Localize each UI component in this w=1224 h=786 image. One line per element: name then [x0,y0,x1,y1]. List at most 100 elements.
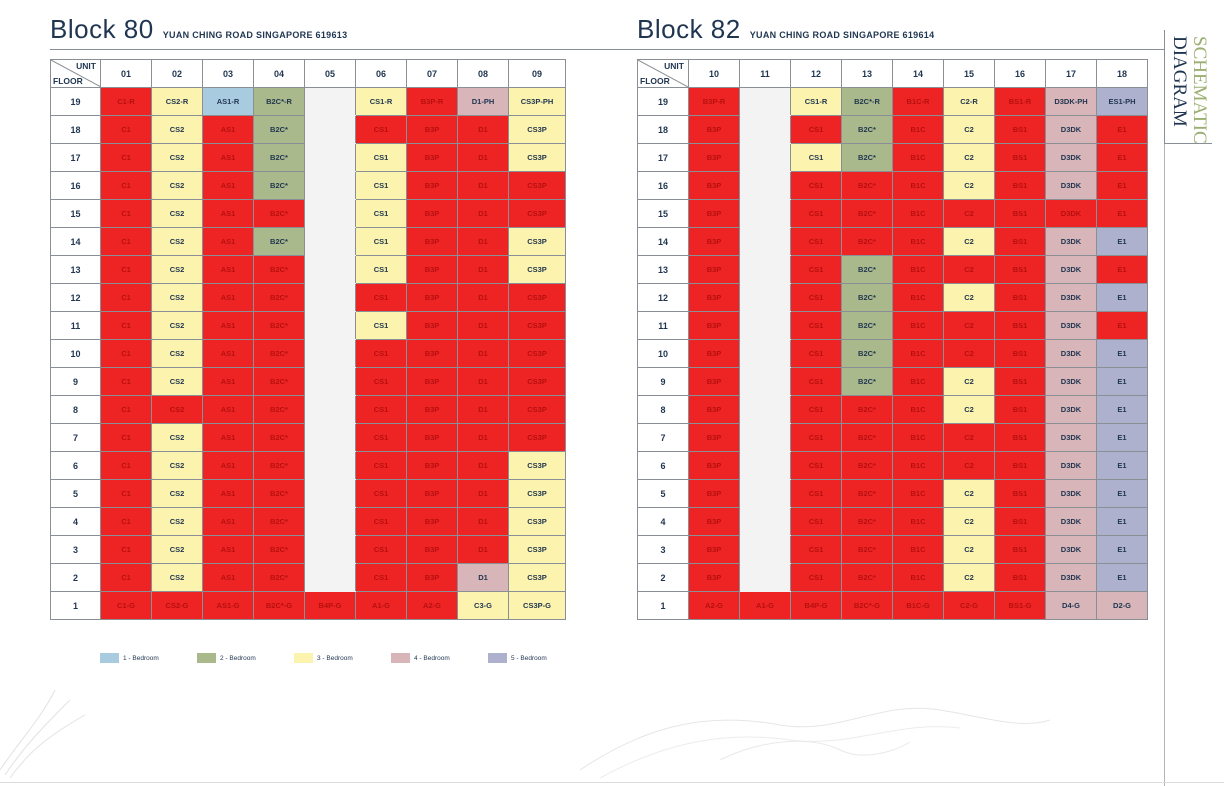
unit-cell-available[interactable]: D3DK [1045,535,1097,564]
unit-cell-available[interactable]: CS3P [508,563,566,592]
unit-cell-available[interactable]: D3DK [1045,451,1097,480]
unit-cell-sold[interactable]: B3P [688,563,740,592]
unit-cell-available[interactable]: E1 [1096,563,1148,592]
unit-cell-sold[interactable]: AS1 [202,255,254,284]
unit-cell-available[interactable]: D1-PH [457,87,509,116]
unit-cell-sold[interactable]: B3P [406,199,458,228]
unit-cell-sold[interactable]: C1 [100,283,152,312]
unit-cell-sold[interactable]: B1C [892,227,944,256]
unit-cell-available[interactable]: D3DK [1045,255,1097,284]
unit-cell-available[interactable]: CS1 [355,199,407,228]
unit-cell-sold[interactable]: CS1 [355,395,407,424]
unit-cell-sold[interactable]: B2C* [841,423,893,452]
unit-cell-available[interactable]: D3DK [1045,115,1097,144]
unit-cell-available[interactable]: CS1 [355,311,407,340]
unit-cell-sold[interactable]: AS1 [202,451,254,480]
unit-cell-sold[interactable]: CS1 [790,423,842,452]
unit-cell-sold[interactable]: CS1 [790,283,842,312]
unit-cell-sold[interactable]: CS1 [355,535,407,564]
unit-cell-sold[interactable]: E1 [1096,115,1148,144]
unit-cell-sold[interactable]: C1 [100,507,152,536]
unit-cell-available[interactable]: CS3P [508,227,566,256]
unit-cell-sold[interactable]: AS1 [202,395,254,424]
unit-cell-available[interactable]: CS3P-PH [508,87,566,116]
unit-cell-sold[interactable]: D1 [457,451,509,480]
unit-cell-sold[interactable]: CS1 [355,423,407,452]
unit-cell-sold[interactable]: C2-G [943,591,995,620]
unit-cell-sold[interactable]: D1 [457,479,509,508]
unit-cell-available[interactable]: E1 [1096,535,1148,564]
unit-cell-available[interactable]: ES1-PH [1096,87,1148,116]
unit-cell-sold[interactable]: AS1 [202,507,254,536]
unit-cell-sold[interactable]: E1 [1096,171,1148,200]
unit-cell-sold[interactable]: C2 [943,423,995,452]
unit-cell-sold[interactable]: CS1 [355,451,407,480]
unit-cell-sold[interactable]: A1-G [739,591,791,620]
unit-cell-available[interactable]: B2C*-R [253,87,305,116]
unit-cell-available[interactable]: C2 [943,115,995,144]
unit-cell-sold[interactable]: A2-G [406,591,458,620]
unit-cell-sold[interactable]: D1 [457,339,509,368]
unit-cell-sold[interactable]: B2C*-G [253,591,305,620]
unit-cell-sold[interactable]: D3DK [1045,199,1097,228]
unit-cell-sold[interactable]: B2C* [841,395,893,424]
unit-cell-available[interactable]: C2 [943,479,995,508]
unit-cell-available[interactable]: CS2 [151,199,203,228]
unit-cell-sold[interactable]: D1 [457,115,509,144]
unit-cell-sold[interactable]: D1 [457,199,509,228]
unit-cell-sold[interactable]: C1 [100,535,152,564]
unit-cell-sold[interactable]: BS1 [994,507,1046,536]
unit-cell-sold[interactable]: B3P [688,451,740,480]
unit-cell-sold[interactable]: BS1 [994,199,1046,228]
unit-cell-available[interactable]: D3DK [1045,395,1097,424]
unit-cell-sold[interactable]: CS1 [790,535,842,564]
unit-cell-sold[interactable]: B2C* [253,311,305,340]
unit-cell-sold[interactable]: CS1 [790,339,842,368]
unit-cell-sold[interactable]: AS1 [202,339,254,368]
unit-cell-sold[interactable]: CS2 [151,395,203,424]
unit-cell-available[interactable]: C2 [943,395,995,424]
unit-cell-sold[interactable]: C1 [100,143,152,172]
unit-cell-sold[interactable]: B3P [406,283,458,312]
unit-cell-sold[interactable]: B1C [892,367,944,396]
unit-cell-sold[interactable]: B3P [406,423,458,452]
unit-cell-sold[interactable]: B1C [892,535,944,564]
unit-cell-available[interactable]: D3DK [1045,423,1097,452]
unit-cell-sold[interactable]: B2C* [841,451,893,480]
unit-cell-sold[interactable]: B2C* [253,199,305,228]
unit-cell-sold[interactable]: AS1 [202,227,254,256]
unit-cell-available[interactable]: B2C* [841,311,893,340]
unit-cell-sold[interactable]: CS1 [790,227,842,256]
unit-cell-sold[interactable]: B3P [406,171,458,200]
unit-cell-sold[interactable]: CS1 [355,283,407,312]
unit-cell-sold[interactable]: B2C* [253,507,305,536]
unit-cell-sold[interactable]: AS1 [202,479,254,508]
unit-cell-sold[interactable]: B3P [688,143,740,172]
unit-cell-sold[interactable]: BS1 [994,255,1046,284]
unit-cell-sold[interactable]: CS1 [355,367,407,396]
unit-cell-sold[interactable]: CS2-G [151,591,203,620]
unit-cell-available[interactable]: CS2 [151,451,203,480]
unit-cell-sold[interactable]: B3P [688,507,740,536]
unit-cell-sold[interactable]: B1C [892,395,944,424]
unit-cell-sold[interactable]: AS1 [202,367,254,396]
unit-cell-available[interactable]: C3-G [457,591,509,620]
unit-cell-available[interactable]: B2C*-R [841,87,893,116]
unit-cell-sold[interactable]: BS1 [994,311,1046,340]
unit-cell-sold[interactable]: B2C* [253,563,305,592]
unit-cell-available[interactable]: E1 [1096,507,1148,536]
unit-cell-sold[interactable]: D1 [457,255,509,284]
unit-cell-sold[interactable]: B3P [406,563,458,592]
unit-cell-sold[interactable]: B3P [688,395,740,424]
unit-cell-available[interactable]: D3DK [1045,479,1097,508]
unit-cell-available[interactable]: CS2 [151,507,203,536]
unit-cell-available[interactable]: CS2-R [151,87,203,116]
unit-cell-sold[interactable]: C1 [100,199,152,228]
unit-cell-available[interactable]: E1 [1096,423,1148,452]
unit-cell-sold[interactable]: CS1 [790,507,842,536]
unit-cell-available[interactable]: B2C* [253,143,305,172]
unit-cell-sold[interactable]: C1 [100,367,152,396]
unit-cell-sold[interactable]: CS1 [355,115,407,144]
unit-cell-sold[interactable]: C1 [100,451,152,480]
unit-cell-sold[interactable]: B3P [406,395,458,424]
